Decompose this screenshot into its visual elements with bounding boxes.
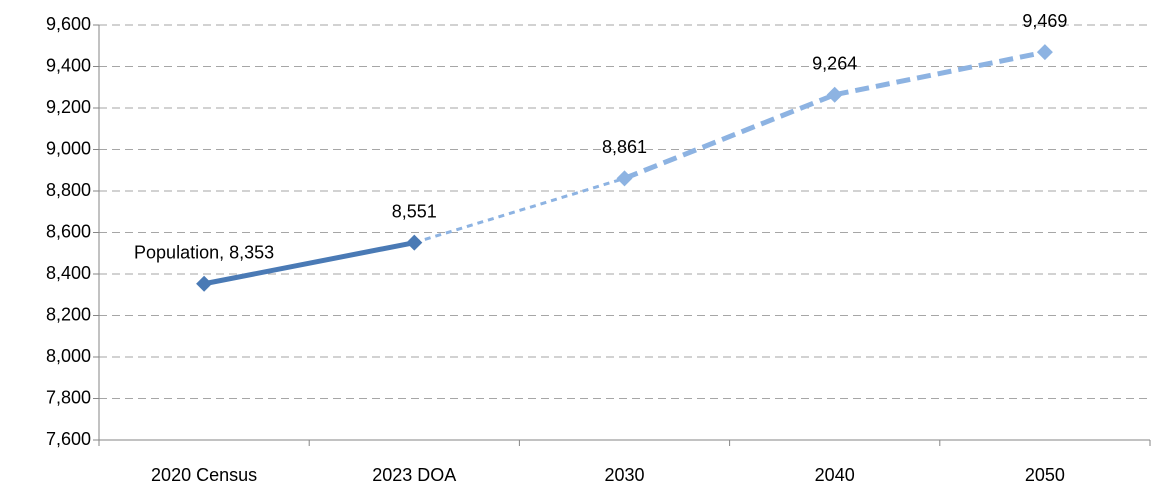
line-segment — [203, 240, 415, 287]
data-label: 9,264 — [812, 53, 857, 73]
x-tick-label: 2023 DOA — [372, 465, 456, 485]
data-label: 9,469 — [1022, 11, 1067, 31]
y-tick-label: 9,600 — [46, 14, 91, 34]
y-tick-label: 7,800 — [46, 387, 91, 407]
y-tick-label: 8,200 — [46, 304, 91, 324]
y-tick-label: 9,400 — [46, 55, 91, 75]
line-segment — [834, 49, 1046, 98]
x-tick-label: 2030 — [604, 465, 644, 485]
marker — [826, 86, 843, 103]
marker — [196, 275, 213, 292]
y-tick-label: 8,600 — [46, 221, 91, 241]
y-tick-label: 8,000 — [46, 346, 91, 366]
x-tick-label: 2050 — [1025, 465, 1065, 485]
y-tick-label: 8,400 — [46, 263, 91, 283]
y-tick-label: 9,200 — [46, 97, 91, 117]
line-segment — [623, 92, 836, 181]
x-tick-label: 2020 Census — [151, 465, 257, 485]
line-segment — [413, 176, 625, 245]
data-label: 8,861 — [602, 137, 647, 157]
y-tick-label: 8,800 — [46, 180, 91, 200]
x-tick-label: 2040 — [815, 465, 855, 485]
data-label: 8,551 — [392, 201, 437, 221]
data-label: Population, 8,353 — [134, 243, 274, 263]
marker — [1036, 44, 1053, 61]
y-tick-label: 9,000 — [46, 138, 91, 158]
y-tick-label: 7,600 — [46, 429, 91, 449]
marker — [406, 234, 423, 251]
marker — [616, 170, 633, 187]
